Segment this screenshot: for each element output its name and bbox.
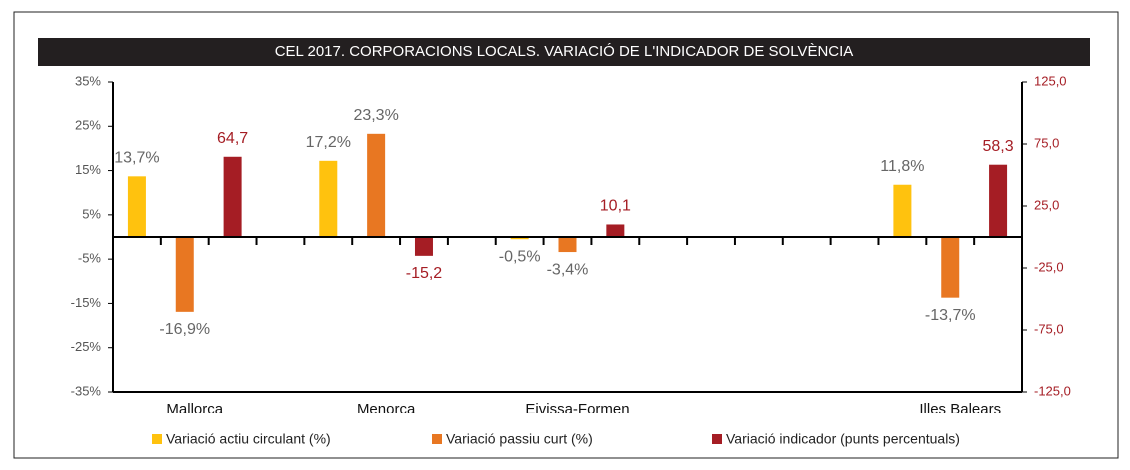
bar [989,164,1008,237]
y-tick-label: -25% [71,339,102,354]
bar [367,133,386,237]
legend-label: Variació passiu curt (%) [446,431,593,447]
x-tick-label: Menorca [357,401,416,418]
y2-tick-label: 125,0 [1034,73,1067,88]
bar [319,160,338,237]
value-label: 13,7% [114,150,159,167]
y-tick-label: 25% [75,118,101,133]
bar [175,237,194,312]
legend-label: Variació indicador (punts percentuals) [726,431,960,447]
legend-swatch [712,434,722,444]
y2-tick-label: -75,0 [1034,321,1064,336]
x-tick-label: Eivissa-Formen [525,401,629,418]
frame [13,11,1119,459]
value-label: 23,3% [353,107,398,124]
y-tick-label: 35% [75,73,101,88]
y-tick-label: -15% [71,295,102,310]
bar [127,176,146,237]
legend-swatch [152,434,162,444]
y2-tick-label: -25,0 [1034,259,1064,274]
bar [606,224,625,237]
legend-label: Variació actiu circulant (%) [166,431,331,447]
y-tick-label: -35% [71,383,102,398]
y-tick-label: -5% [78,251,102,266]
value-label: -16,9% [159,321,210,338]
bar [223,156,242,237]
category-labels: Mallorca Menorca Eivissa-Formen Illes Balea… [166,401,1001,418]
x-tick-label: Illes Balears [919,401,1001,418]
value-label: 11,8% [880,158,924,175]
legend-swatch [432,434,442,444]
title-bar [38,38,1090,66]
bar [510,237,529,240]
value-label: 64,7 [217,130,248,147]
x-tick-label: Mallorca [166,401,223,418]
value-label: 58,3 [983,138,1014,155]
value-label: -3,4% [547,261,589,278]
value-label: 17,2% [306,134,351,151]
y2-tick-label: -125,0 [1034,383,1071,398]
bar [414,237,433,256]
bar [558,237,577,253]
value-label: -13,7% [925,307,976,324]
value-label: -0,5% [499,248,541,265]
bar [893,184,912,237]
value-label: -15,2 [406,265,443,282]
y2-tick-label: 75,0 [1034,135,1059,150]
y-tick-label: 5% [82,206,101,221]
value-label: 10,1 [600,198,631,215]
chart-title: CEL 2017. CORPORACIONS LOCALS. VARIACIÓ … [275,43,854,60]
y-tick-label: 15% [75,162,101,177]
y2-tick-label: 25,0 [1034,197,1059,212]
bar [941,237,960,298]
